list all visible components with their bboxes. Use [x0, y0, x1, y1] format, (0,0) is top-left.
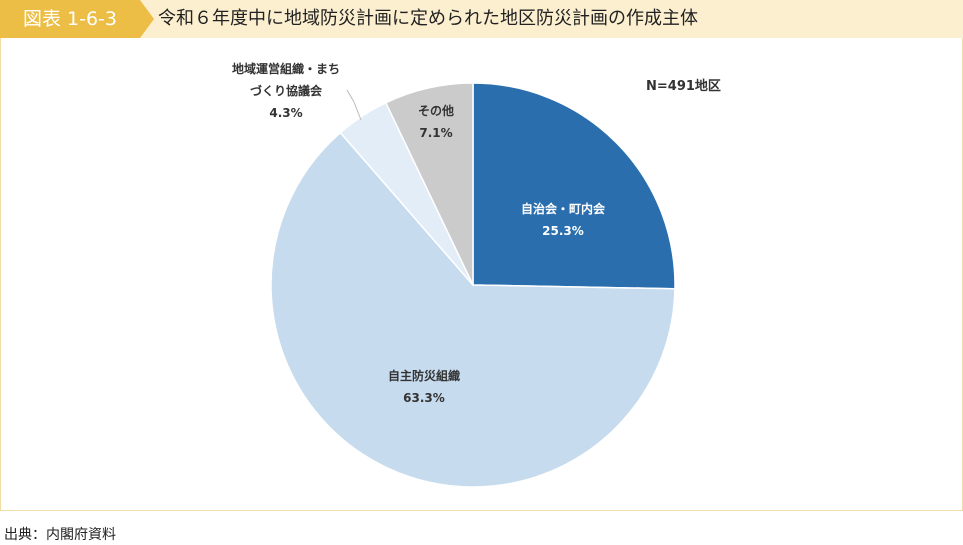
pie-slice-jishu-bousai: [270, 131, 676, 488]
slice-label-chiiki-unei: 地域運営組織・まち づくり協議会 4.3%: [206, 58, 366, 124]
chart-panel: 自治会・町内会 25.3% 自主防災組織 63.3% 地域運営組織・まち づくり…: [0, 38, 963, 511]
slice-name: その他: [417, 104, 454, 118]
pie-chart: [270, 82, 676, 488]
slice-value: 63.3%: [403, 391, 445, 405]
figure-header: 図表 1-6-3 令和６年度中に地域防災計画に定められた地区防災計画の作成主体: [0, 0, 963, 38]
slice-value: 25.3%: [542, 224, 584, 238]
slice-value: 4.3%: [269, 106, 303, 120]
slice-label-sonota: その他 7.1%: [391, 100, 481, 144]
slice-name-line2: づくり協議会: [249, 84, 322, 98]
slice-label-jishu-bousai: 自主防災組織 63.3%: [364, 365, 484, 409]
pie-slice-sonota: [384, 82, 474, 286]
slice-name-line1: 地域運営組織・まち: [231, 62, 340, 76]
slice-name: 自治会・町内会: [520, 202, 605, 216]
slice-name: 自主防災組織: [387, 369, 460, 383]
slice-value: 7.1%: [419, 126, 453, 140]
sample-size-note: N=491地区: [646, 79, 721, 94]
leader-line: [346, 89, 362, 121]
pie-slice-jichikai: [472, 82, 676, 290]
slice-label-jichikai: 自治会・町内会 25.3%: [503, 198, 623, 242]
figure-title: 令和６年度中に地域防災計画に定められた地区防災計画の作成主体: [158, 8, 698, 29]
source-note: 出典：内閣府資料: [4, 527, 116, 543]
figure-number-badge: 図表 1-6-3: [0, 0, 154, 38]
